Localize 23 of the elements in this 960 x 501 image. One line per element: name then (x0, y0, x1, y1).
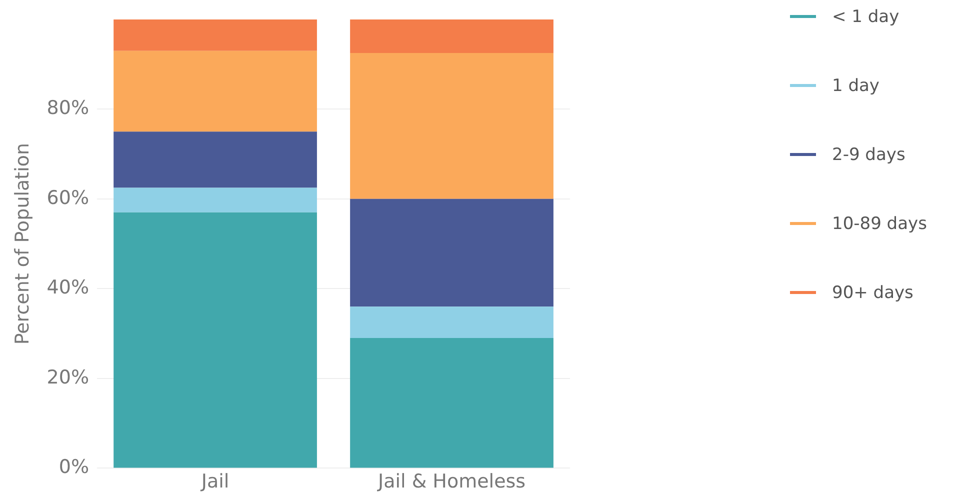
y-tick-label: 20% (46, 366, 90, 388)
legend-label: < 1 day (832, 6, 900, 26)
bar (350, 338, 554, 468)
legend-label: 1 day (832, 76, 880, 96)
bar (350, 198, 554, 307)
bar (350, 19, 554, 54)
x-tick-label: Jail & Homeless (376, 470, 526, 493)
y-axis-title: Percent of Population (11, 142, 34, 345)
legend-label: 90+ days (832, 282, 914, 302)
legend-label: 2-9 days (832, 144, 906, 164)
x-tick-label: Jail (200, 470, 230, 493)
bar (350, 53, 554, 199)
y-tick-label: 60% (46, 186, 90, 209)
bar (114, 132, 317, 188)
legend-label: 10-89 days (832, 214, 927, 234)
bar (114, 19, 317, 51)
bar (350, 306, 554, 338)
y-tick-label: 0% (58, 456, 90, 478)
bar (114, 212, 317, 468)
y-tick-label: 80% (46, 97, 90, 120)
y-tick-label: 40% (46, 276, 90, 299)
bar (114, 188, 317, 212)
bar (114, 50, 317, 132)
